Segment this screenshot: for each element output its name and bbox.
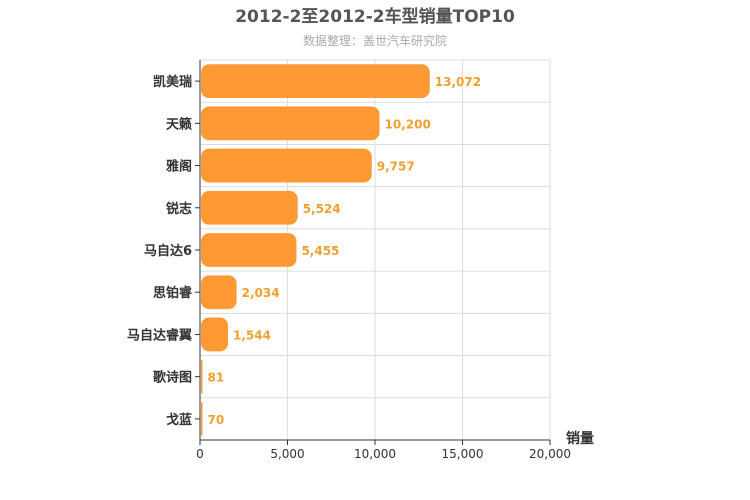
category-label: 天籁 [166,116,192,132]
x-axis-title: 销量 [566,430,594,447]
x-tick-label: 20,000 [529,447,571,461]
category-label: 凯美瑞 [153,74,192,90]
data-label: 10,200 [385,117,431,131]
data-label: 13,072 [435,75,481,89]
category-label: 马自达6 [144,243,192,259]
category-label: 锐志 [166,201,192,217]
bar [201,275,237,310]
category-label: 歌诗图 [153,370,192,386]
data-label: 5,524 [303,202,341,216]
x-tick-label: 5,000 [270,447,304,461]
bar [201,317,229,352]
data-label: 1,544 [233,328,271,342]
bar [201,64,430,98]
data-label: 5,455 [301,244,339,258]
data-label: 81 [208,371,225,385]
bar [201,233,297,267]
data-label: 9,757 [377,160,415,174]
category-label: 戈蓝 [166,412,192,428]
category-label: 思铂睿 [153,285,193,301]
category-label: 马自达睿翼 [127,327,192,343]
x-tick-label: 10,000 [354,447,396,461]
bar [201,359,203,394]
category-label: 雅阁 [166,159,192,175]
x-tick-label: 15,000 [442,447,484,461]
x-tick-label: 0 [196,447,204,461]
chart-title: 2012-2至2012-2车型销量TOP10 [235,6,515,27]
bar [201,190,298,225]
bar [201,148,372,183]
bars: 13,072 10,200 9,757 5,524 5,455 2,034 1,544 81 7… [201,64,481,436]
data-label: 70 [208,413,225,427]
bar [201,402,203,436]
chart-subtitle: 数据整理：盖世汽车研究院 [303,33,447,48]
data-label: 2,034 [242,286,280,300]
bar [201,106,380,141]
